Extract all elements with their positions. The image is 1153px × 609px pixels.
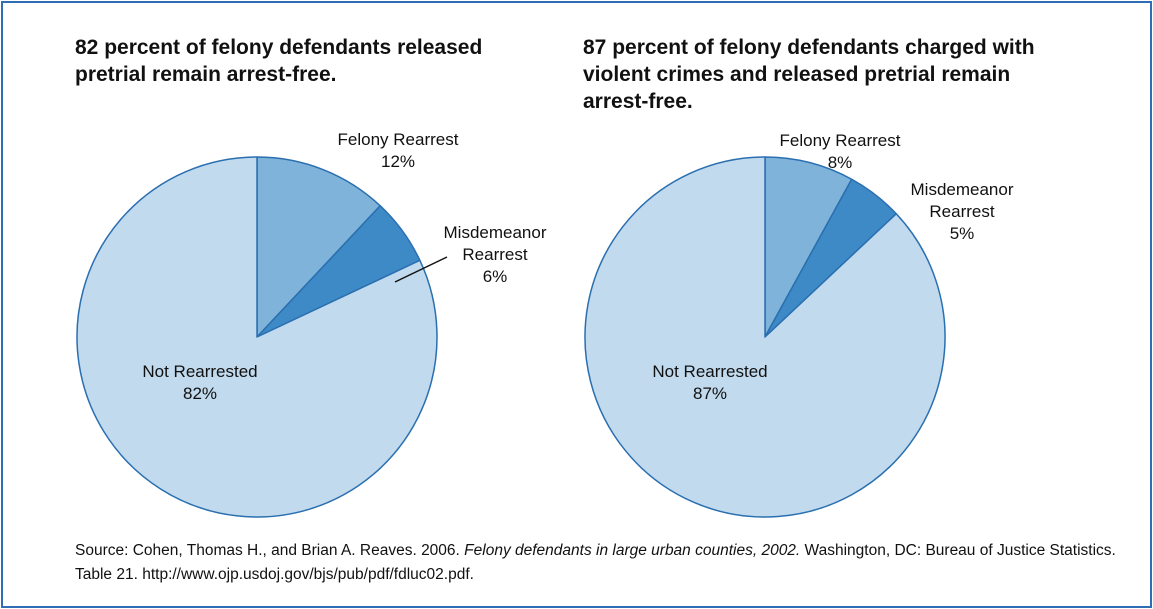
leader-line: [394, 256, 448, 283]
source-suffix: Washington, DC: Bureau of Justice Statis…: [75, 542, 1116, 583]
value-label: 12%: [380, 152, 416, 171]
value-label: 8%: [827, 153, 853, 172]
slice-label: Felony Rearrest 8%: [780, 130, 901, 174]
pie-slice: [584, 156, 946, 518]
pie-slice: [256, 156, 381, 338]
slice-label: Not Rearrested 82%: [142, 361, 257, 405]
category-label: Felony Rearrest: [337, 130, 459, 149]
category-label: Misdemeanor Rearrest: [910, 180, 1014, 221]
category-label: Not Rearrested: [652, 362, 768, 381]
category-label: Felony Rearrest: [779, 131, 901, 150]
slice-label: Felony Rearrest 12%: [338, 129, 459, 173]
chart-title: 82 percent of felony defendants released…: [75, 36, 483, 86]
category-label: Not Rearrested: [142, 362, 258, 381]
slice-label: Misdemeanor Rearrest 5%: [892, 179, 1032, 245]
chart-title: 87 percent of felony defendants charged …: [583, 36, 1035, 113]
value-label: 5%: [949, 224, 975, 243]
source-prefix: Source: Cohen, Thomas H., and Brian A. R…: [75, 542, 465, 559]
value-label: 6%: [482, 267, 508, 286]
value-label: 87%: [692, 384, 728, 403]
value-label: 82%: [182, 384, 218, 403]
pie-slice: [764, 156, 853, 338]
source-note: Source: Cohen, Thomas H., and Brian A. R…: [75, 539, 1135, 587]
slice-label: Misdemeanor Rearrest 6%: [425, 222, 565, 288]
pie-slice: [76, 156, 438, 518]
category-label: Misdemeanor Rearrest: [443, 223, 547, 264]
source-title: Felony defendants in large urban countie…: [464, 542, 801, 559]
slice-label: Not Rearrested 87%: [652, 361, 767, 405]
